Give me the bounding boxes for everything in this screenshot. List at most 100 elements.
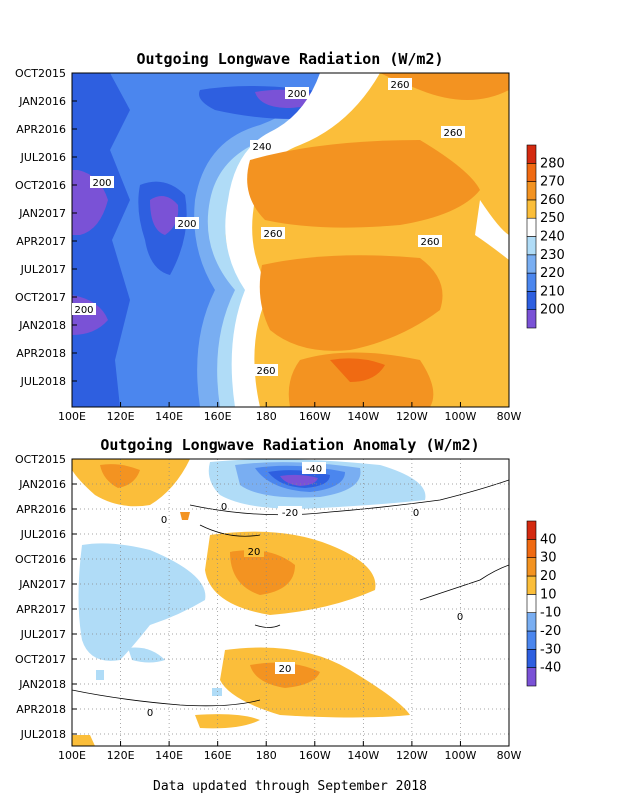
contour-label: 0 — [147, 708, 153, 719]
y-tick-label: JAN2018 — [18, 678, 66, 691]
y-tick-label: JAN2016 — [18, 95, 66, 108]
x-tick-label: 160E — [204, 410, 232, 423]
colorbar-label: 240 — [540, 230, 565, 245]
colorbar-label: 30 — [540, 551, 557, 566]
x-tick-label: 100W — [445, 410, 477, 423]
x-tick-label: 120E — [107, 749, 135, 762]
y-tick-label: JUL2016 — [20, 151, 66, 164]
y-tick-label: JAN2018 — [18, 319, 66, 332]
colorbar-swatch — [526, 144, 537, 164]
x-tick-label: 100E — [58, 749, 86, 762]
chart-title-olr-anomaly: Outgoing Longwave Radiation Anomaly (W/m… — [100, 436, 479, 454]
y-tick-label: OCT2015 — [15, 67, 66, 80]
colorbar-swatch — [526, 667, 537, 687]
x-tick-label: 140E — [155, 749, 183, 762]
colorbar-label: 250 — [540, 211, 565, 226]
y-tick-label: OCT2016 — [15, 179, 66, 192]
colorbar-label: 270 — [540, 175, 565, 190]
anomaly-plot-frame — [71, 458, 510, 747]
colorbar-label: -30 — [540, 642, 561, 657]
olr-anomaly-contour-field — [72, 459, 509, 746]
y-tick-label: OCT2015 — [15, 453, 66, 466]
contour-label: 260 — [420, 237, 439, 248]
colorbar-swatch — [526, 539, 537, 558]
y-tick-label: JUL2016 — [20, 528, 66, 541]
colorbar-label: -20 — [540, 624, 561, 639]
colorbar-label: 210 — [540, 284, 565, 299]
colorbar-label: 20 — [540, 569, 557, 584]
contour-label: 200 — [287, 89, 306, 100]
contour-label: 0 — [413, 508, 419, 519]
y-tick-label: APR2017 — [16, 235, 66, 248]
anomaly-grid — [72, 459, 509, 746]
colorbar-label: 280 — [540, 156, 565, 171]
y-tick-label: JAN2017 — [18, 578, 66, 591]
y-tick-label: OCT2017 — [15, 653, 66, 666]
y-tick-label: APR2018 — [16, 703, 66, 716]
colorbar-label: 230 — [540, 248, 565, 263]
olr-contour-labels: 200 260 260 240 200 200 260 260 200 260 — [72, 78, 465, 377]
colorbar-swatch — [526, 199, 537, 219]
contour-label: 20 — [248, 547, 261, 558]
colorbar-swatch — [526, 557, 537, 577]
x-tick-label: 160W — [299, 410, 331, 423]
colorbar-swatch — [526, 181, 537, 201]
colorbar-swatch — [526, 520, 537, 540]
colorbar-swatch — [526, 291, 537, 310]
y-tick-label: JUL2018 — [20, 728, 66, 741]
colorbar-swatch — [526, 236, 537, 256]
contour-label: 200 — [74, 305, 93, 316]
x-tick-label: 120W — [396, 410, 428, 423]
x-tick-label: 140E — [155, 410, 183, 423]
y-tick-label: APR2017 — [16, 603, 66, 616]
zero-contours — [72, 479, 509, 707]
x-tick-label: 100E — [58, 410, 86, 423]
contour-label: 0 — [457, 612, 463, 623]
colorbar-label: 40 — [540, 532, 557, 547]
colorbar-swatch — [526, 612, 537, 632]
colorbar-label: 220 — [540, 266, 565, 281]
x-tick-label: 180 — [256, 410, 277, 423]
contour-label: 260 — [443, 128, 462, 139]
contour-label: -20 — [282, 508, 298, 519]
contour-label: 260 — [390, 80, 409, 91]
olr-axis-ticks: 100E 120E 140E 160E 180 160W 140W 120W 100W 80W OC… — [15, 67, 522, 423]
x-tick-label: 180 — [256, 749, 277, 762]
colorbar-swatch — [526, 272, 537, 292]
anomaly-contour-labels: -40 -20 0 0 0 20 0 20 0 — [147, 462, 463, 719]
colorbar-swatch — [526, 630, 537, 650]
y-tick-label: APR2016 — [16, 503, 66, 516]
anomaly-axis-ticks: 100E 120E 140E 160E 180 160W 140W 120W 100W 80W OC… — [15, 453, 522, 762]
contour-label: 260 — [263, 229, 282, 240]
y-tick-label: OCT2016 — [15, 553, 66, 566]
x-tick-label: 140W — [347, 410, 379, 423]
y-tick-label: OCT2017 — [15, 291, 66, 304]
contour-label: 20 — [279, 664, 292, 675]
contour-label: -40 — [306, 464, 322, 475]
colorbar-label: 260 — [540, 193, 565, 208]
y-tick-label: JUL2017 — [20, 263, 66, 276]
chart-title-olr: Outgoing Longwave Radiation (W/m2) — [136, 50, 443, 68]
colorbar-swatch — [526, 575, 537, 595]
x-tick-label: 140W — [347, 749, 379, 762]
colorbar-swatch — [526, 649, 537, 668]
y-tick-label: APR2018 — [16, 347, 66, 360]
colorbar-swatch — [526, 594, 537, 613]
contour-label: 240 — [252, 142, 271, 153]
colorbar-swatch — [526, 163, 537, 182]
olr-contour-field — [72, 73, 509, 407]
x-tick-label: 80W — [497, 749, 522, 762]
x-tick-label: 160W — [299, 749, 331, 762]
colorbar-label: -10 — [540, 606, 561, 621]
anomaly-colorbar: -40 -30 -20 -10 10 20 30 40 — [526, 520, 561, 687]
colorbar-label: -40 — [540, 661, 561, 676]
x-tick-label: 160E — [204, 749, 232, 762]
colorbar-swatch — [526, 309, 537, 329]
colorbar-label: 10 — [540, 587, 557, 602]
olr-colorbar: 200 210 220 230 240 250 260 270 280 — [526, 144, 565, 329]
colorbar-label: 200 — [540, 303, 565, 318]
olr-plot-frame — [71, 72, 510, 408]
colorbar-swatch — [526, 217, 537, 237]
y-tick-label: JUL2018 — [20, 375, 66, 388]
